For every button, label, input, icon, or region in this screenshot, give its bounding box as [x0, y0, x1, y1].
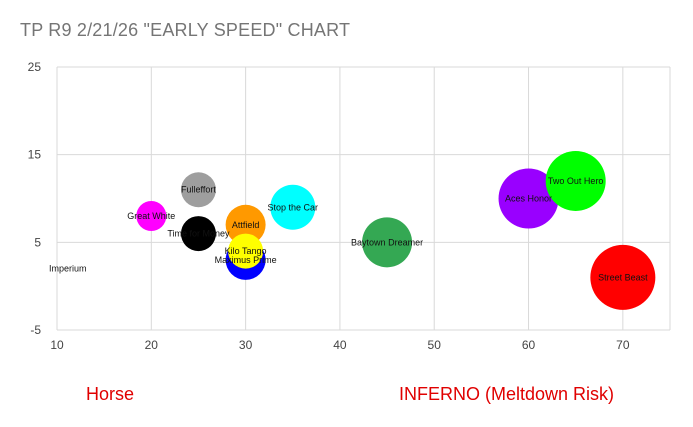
- x-tick-label: 30: [239, 338, 253, 352]
- bubble: [270, 184, 316, 230]
- x-tick-label: 70: [616, 338, 630, 352]
- bubble-labels: Imperium Great White Fulleffort Time for Mo…: [49, 176, 648, 282]
- bubble: [545, 150, 606, 211]
- x-axis-label-secondary: INFERNO (Meltdown Risk): [399, 384, 615, 404]
- bubble-label: Two Out Hero: [548, 176, 604, 186]
- bubble-label: Imperium: [49, 264, 87, 274]
- bubble: [362, 217, 413, 268]
- bubble-label: Street Beast: [598, 272, 648, 282]
- bubbles: [136, 150, 656, 310]
- bubble: [590, 244, 656, 310]
- x-tick-label: 10: [50, 338, 64, 352]
- y-tick-label: 15: [28, 148, 42, 162]
- bubble-label: Kilo Tango: [225, 246, 267, 256]
- axis-ticks: 10 20 30 40 50 60 70 -5 5 15 25: [28, 60, 630, 352]
- bubble: [180, 216, 216, 252]
- bubble: [136, 201, 167, 232]
- y-tick-label: 25: [28, 60, 42, 74]
- bubble-label: Maximus Prime: [215, 255, 277, 265]
- x-tick-label: 50: [428, 338, 442, 352]
- bubble: [498, 168, 559, 229]
- bubble: [225, 204, 266, 245]
- chart-title: TP R9 2/21/26 "EARLY SPEED" CHART: [20, 20, 351, 40]
- y-tick-label: 5: [34, 235, 41, 249]
- x-tick-label: 60: [522, 338, 536, 352]
- x-axis-label: Horse: [86, 384, 135, 404]
- x-tick-label: 40: [333, 338, 347, 352]
- bubble-label: Stop the Car: [268, 202, 319, 212]
- x-tick-label: 20: [145, 338, 159, 352]
- bubble-label: Great White: [127, 211, 175, 221]
- bubble-label: Time for Money: [167, 229, 230, 239]
- bubble-label: Fulleffort: [181, 185, 216, 195]
- bubble-label: Attfield: [232, 220, 260, 230]
- bubble-label: Baytown Dreamer: [351, 237, 423, 247]
- bubble: [180, 172, 216, 208]
- bubble: [228, 233, 264, 269]
- bubble-label: Aces Honor: [505, 194, 552, 204]
- y-tick-label: -5: [30, 323, 41, 337]
